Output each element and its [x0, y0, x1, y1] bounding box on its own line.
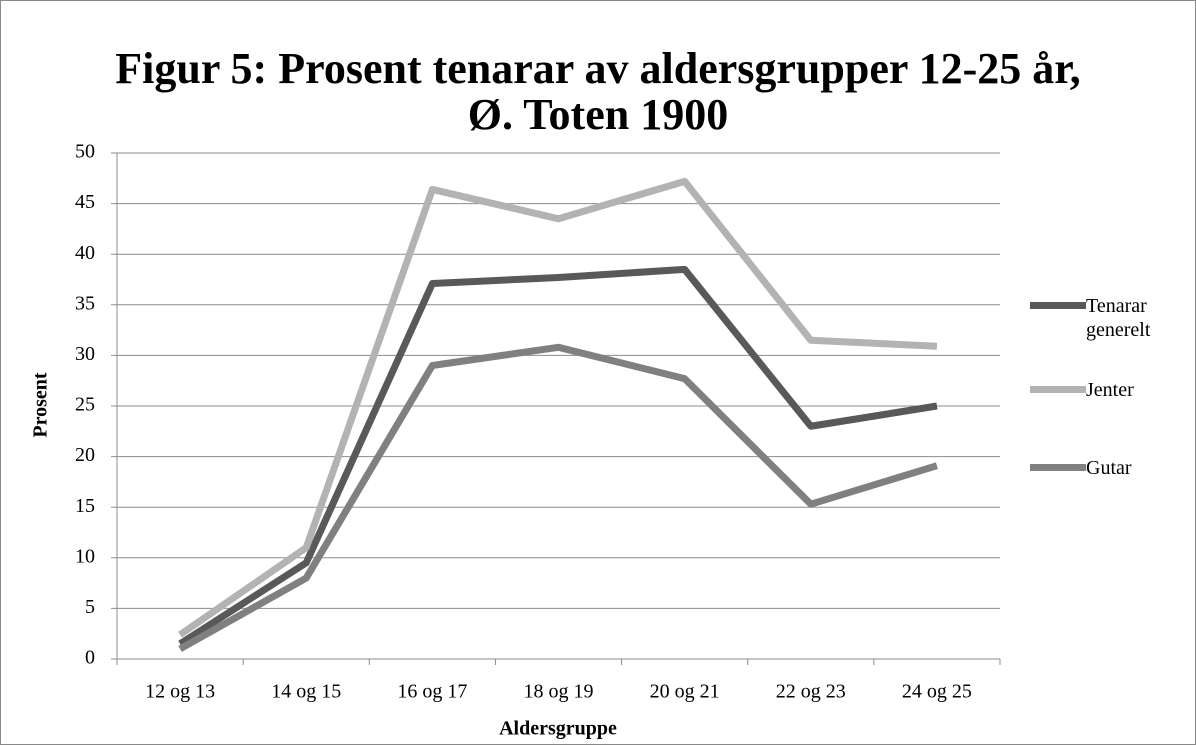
y-tick-label: 20 [75, 444, 95, 466]
series-line [178, 177, 938, 638]
legend-item: Gutar [1030, 456, 1190, 480]
x-tick-label: 20 og 21 [650, 681, 720, 703]
x-tick-label: 14 og 15 [271, 681, 341, 703]
x-tick-label: 18 og 19 [524, 681, 594, 703]
series-line [178, 343, 938, 652]
x-axis-label: Aldersgruppe [499, 718, 617, 740]
y-tick-label: 5 [85, 596, 95, 618]
y-tick-label: 35 [75, 292, 95, 314]
legend-label: Gutar [1086, 457, 1132, 479]
y-tick-label: 40 [75, 242, 95, 264]
y-tick-label: 30 [75, 343, 95, 365]
y-tick-label: 15 [75, 495, 95, 517]
y-tick-label: 50 [75, 141, 95, 163]
series-line [178, 265, 938, 647]
chart-title: Figur 5: Prosent tenarar av aldersgruppe… [115, 44, 1081, 139]
y-tick-label: 25 [75, 394, 95, 416]
y-tick-label: 10 [75, 545, 95, 567]
y-tick-label: 0 [85, 647, 95, 669]
x-tick-label: 12 og 13 [145, 681, 215, 703]
y-axis-label: Prosent [30, 372, 52, 438]
x-tick-label: 24 og 25 [902, 681, 972, 703]
legend-label: Jenter [1086, 379, 1134, 401]
y-tick-label: 45 [75, 191, 95, 213]
legend-item: Tenarar generelt [1030, 294, 1190, 342]
x-tick-label: 16 og 17 [397, 681, 467, 703]
legend-swatch [1030, 386, 1086, 393]
x-tick-label: 22 og 23 [776, 681, 846, 703]
legend-swatch [1030, 464, 1086, 471]
legend-label: Tenarar generelt [1086, 295, 1151, 341]
legend-swatch [1030, 302, 1086, 309]
legend-item: Jenter [1030, 378, 1190, 402]
